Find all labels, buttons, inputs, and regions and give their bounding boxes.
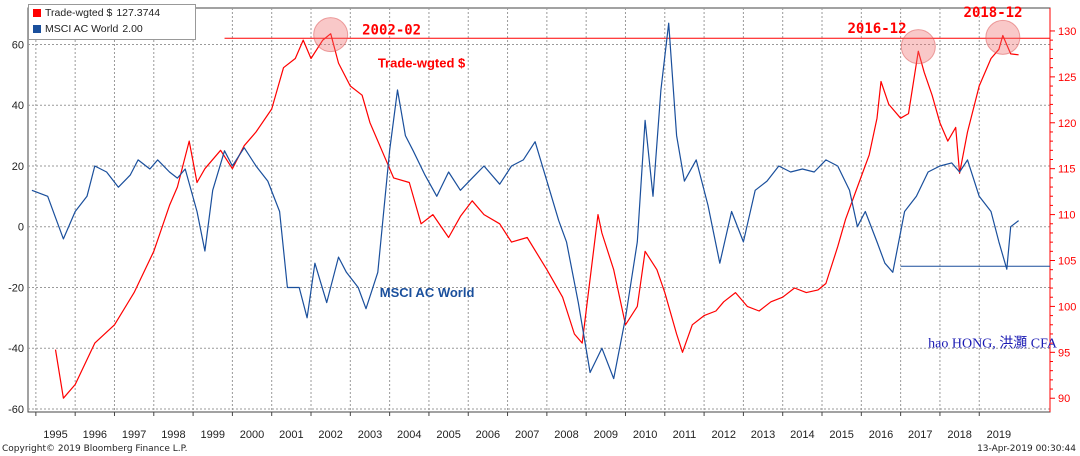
left-axis-label: -60 bbox=[8, 404, 24, 416]
copyright-text: Copyright© 2019 Bloomberg Finance L.P. bbox=[2, 444, 188, 454]
x-tick-label: 2016 bbox=[869, 429, 893, 441]
left-axis-label: -20 bbox=[8, 282, 24, 294]
annotation-label: Trade-wgted $ bbox=[378, 56, 466, 71]
x-tick-label: 2006 bbox=[476, 429, 500, 441]
highlight-circle bbox=[313, 17, 349, 53]
x-tick-label: 2010 bbox=[633, 429, 657, 441]
x-tick-label: 2009 bbox=[594, 429, 618, 441]
legend-label: Trade-wgted $ bbox=[45, 7, 113, 19]
annotation-label: 2018-12 bbox=[964, 5, 1023, 21]
x-tick-label: 2013 bbox=[751, 429, 775, 441]
legend-item-trade-weighted-dollar: Trade-wgted $ 127.3744 bbox=[29, 5, 195, 21]
x-tick-label: 1995 bbox=[43, 429, 67, 441]
left-axis-label: 40 bbox=[12, 100, 24, 112]
annotation-label: MSCI AC World bbox=[380, 285, 475, 300]
plot-area bbox=[27, 7, 1051, 413]
x-tick-label: 2007 bbox=[515, 429, 539, 441]
x-tick-label: 2000 bbox=[240, 429, 264, 441]
legend-value: 127.3744 bbox=[116, 7, 161, 19]
legend-item-msci-ac-world: MSCI AC World 2.00 bbox=[29, 21, 195, 37]
x-tick-label: 1996 bbox=[83, 429, 107, 441]
right-axis-label: 120 bbox=[1058, 118, 1076, 130]
legend-value: 2.00 bbox=[122, 23, 143, 35]
x-tick-label: 2003 bbox=[358, 429, 382, 441]
right-axis-label: 130 bbox=[1058, 26, 1076, 38]
x-tick-label: 2015 bbox=[829, 429, 853, 441]
x-tick-label: 2019 bbox=[987, 429, 1011, 441]
right-axis-label: 110 bbox=[1058, 210, 1076, 222]
series-line-trade-wgted bbox=[54, 33, 1019, 399]
right-axis-label: 105 bbox=[1058, 256, 1076, 268]
x-tick-label: 2017 bbox=[908, 429, 932, 441]
annotation-label: 2002-02 bbox=[362, 23, 421, 39]
right-axis-label: 125 bbox=[1058, 72, 1076, 84]
highlight-circle bbox=[900, 29, 936, 65]
annotation-label: hao HONG, 洪灝 CFA bbox=[928, 335, 1058, 352]
left-axis-label: 60 bbox=[12, 39, 24, 51]
right-axis-label: 115 bbox=[1058, 164, 1076, 176]
x-tick-label: 1999 bbox=[201, 429, 225, 441]
x-tick-label: 2011 bbox=[673, 429, 697, 441]
annotation-label: 2016-12 bbox=[848, 21, 907, 37]
chart-legend: Trade-wgted $ 127.3744 MSCI AC World 2.0… bbox=[28, 4, 196, 40]
x-tick-label: 2005 bbox=[436, 429, 460, 441]
timestamp-text: 13-Apr-2019 00:30:44 bbox=[977, 444, 1076, 454]
series-line-msci-ac-world bbox=[31, 22, 1019, 380]
left-axis-label: -40 bbox=[8, 343, 24, 355]
x-tick-label: 2008 bbox=[554, 429, 578, 441]
left-axis-label: 20 bbox=[12, 161, 24, 173]
x-tick-label: 2001 bbox=[279, 429, 303, 441]
left-axis-label: 0 bbox=[18, 222, 24, 234]
x-tick-label: 2002 bbox=[318, 429, 342, 441]
legend-swatch-trade-weighted-dollar bbox=[33, 9, 41, 17]
x-tick-label: 2018 bbox=[947, 429, 971, 441]
right-axis-label: 90 bbox=[1058, 393, 1070, 405]
x-tick-label: 2004 bbox=[397, 429, 421, 441]
legend-label: MSCI AC World bbox=[45, 23, 119, 35]
x-tick-label: 2012 bbox=[712, 429, 736, 441]
x-tick-label: 1997 bbox=[122, 429, 146, 441]
right-axis-label: 100 bbox=[1058, 301, 1076, 313]
legend-swatch-msci-ac-world bbox=[33, 25, 41, 33]
right-axis-label: 95 bbox=[1058, 347, 1070, 359]
x-tick-label: 1998 bbox=[161, 429, 185, 441]
highlight-circle bbox=[985, 19, 1021, 55]
x-tick-label: 2014 bbox=[790, 429, 814, 441]
